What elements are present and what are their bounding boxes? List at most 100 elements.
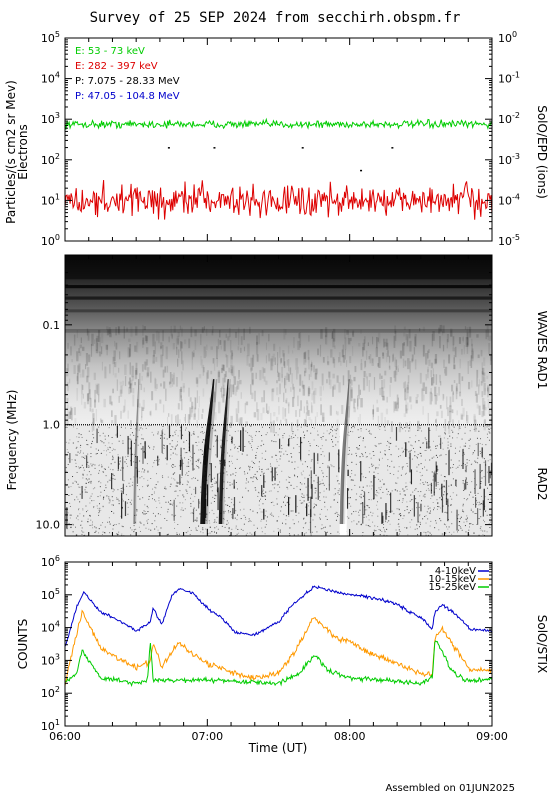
rad2-speckle [336,512,338,514]
rad2-speckle [158,458,160,460]
rad1-texture [196,379,199,388]
rad2-speckle [417,454,419,456]
rad2-speckle [375,445,377,447]
rad2-streak [242,427,244,452]
rad1-texture [288,359,290,372]
rad1-texture [411,354,414,362]
rad1-texture [329,405,332,416]
rad1-texture [466,342,469,354]
rad2-speckle [323,432,325,434]
rad1-texture [405,422,408,429]
rad2-speckle [474,450,476,452]
rad2-speckle [98,480,100,482]
rad1-texture [439,336,441,349]
rad2-speckle [144,513,146,515]
rad2-speckle [378,458,380,460]
rad1-texture [388,355,390,368]
rad2-speckle [101,533,103,535]
rad2-speckle [84,457,86,459]
rad1-texture [206,370,209,379]
rad2-speckle [279,486,281,488]
rad2-speckle [146,505,148,507]
rad1-texture [272,353,276,362]
rad2-speckle [252,481,254,483]
rad2-speckle [389,466,391,468]
rad2-speckle [139,477,141,479]
rad2-streak [111,473,113,490]
rad1-texture [359,389,361,395]
rad2-speckle [157,529,159,531]
rad2-speckle [131,499,133,501]
rad2-speckle [176,454,178,456]
rad2-speckle [215,440,217,442]
rad1-texture [235,408,238,414]
rad2-speckle [166,534,168,536]
rad2-speckle [322,476,324,478]
rad2-speckle [97,496,99,498]
rad2-speckle [186,532,188,534]
rad1-texture [268,333,270,342]
stix-plot-area [64,585,493,688]
rad2-speckle [191,512,193,514]
rad2-speckle [272,484,274,486]
rad2-speckle [303,500,305,502]
rad2-speckle [174,465,176,467]
rad2-speckle [455,447,457,449]
rad2-speckle [481,495,483,497]
rad1-texture [489,353,492,366]
rad1-texture [490,398,492,404]
rad2-speckle [159,437,161,439]
rad2-speckle [409,437,411,439]
rad1-texture [368,373,372,377]
rad1-texture [439,404,442,409]
rad2-speckle [477,457,479,459]
rad1-texture [302,384,304,389]
rad2-speckle [247,490,249,492]
rad2-speckle [246,478,248,480]
rad2-streak [96,428,98,444]
rad2-speckle [490,427,492,429]
rad1-texture [112,364,114,376]
rad1-texture [455,386,458,400]
rad2-streak [311,484,313,499]
rad2-speckle [420,463,422,465]
rad2-speckle [156,507,158,509]
rad2-speckle [204,431,206,433]
rad2-speckle [299,499,301,501]
rad1-texture [381,375,383,379]
rad2-speckle [420,475,422,477]
rad2-speckle [379,451,381,453]
rad1-texture [122,409,124,414]
rad2-speckle [470,464,472,466]
rad2-speckle [319,496,321,498]
rad1-texture [489,335,492,341]
rad2-speckle [152,488,154,490]
rad2-speckle [138,526,140,528]
rad1-texture [190,407,193,418]
rad1-texture [481,362,484,375]
rad2-speckle [121,506,123,508]
rad2-speckle [393,513,395,515]
rad2-speckle [314,526,316,528]
rad2-speckle [463,521,465,523]
rad2-speckle [379,534,381,536]
rad2-speckle [439,488,441,490]
rad1-texture [475,393,478,403]
rad2-speckle [464,464,466,466]
rad2-speckle [419,447,421,449]
rad2-speckle [453,426,455,428]
rad2-speckle [256,448,258,450]
rad1-texture [330,349,333,358]
rad1-texture [140,383,143,391]
rad1-texture [256,335,258,345]
rad1-texture [377,415,380,429]
rad2-speckle [479,527,481,529]
rad1-texture [169,381,172,388]
rad2-speckle [277,434,279,436]
rad2-speckle [67,479,69,481]
rad2-speckle [437,456,439,458]
rad2-speckle [130,460,132,462]
rad1-texture [329,379,332,389]
rad2-speckle [135,428,137,430]
rad2-speckle [179,533,181,535]
